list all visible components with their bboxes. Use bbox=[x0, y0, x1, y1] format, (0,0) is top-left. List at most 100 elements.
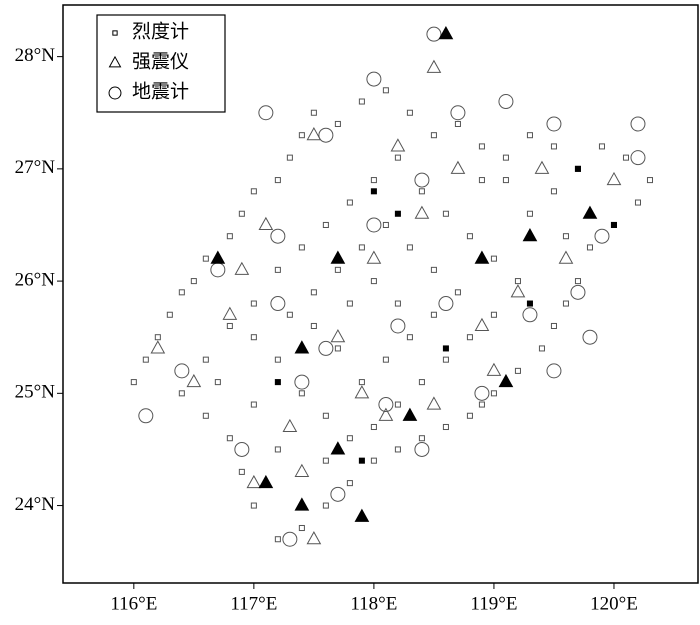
station-square bbox=[250, 502, 257, 509]
station-square bbox=[190, 278, 197, 285]
station-square bbox=[370, 278, 377, 285]
station-square bbox=[274, 536, 281, 543]
station-circle bbox=[174, 363, 190, 379]
station-triangle bbox=[186, 373, 202, 388]
station-square bbox=[466, 233, 473, 240]
station-square bbox=[346, 199, 353, 206]
station-square bbox=[418, 435, 425, 442]
station-square bbox=[454, 289, 461, 296]
station-circle bbox=[414, 172, 430, 188]
station-square bbox=[514, 367, 521, 374]
station-square bbox=[490, 255, 497, 262]
station-square bbox=[286, 311, 293, 318]
station-square bbox=[406, 109, 413, 116]
station-square bbox=[298, 132, 305, 139]
station-square bbox=[466, 334, 473, 341]
station-circle bbox=[270, 228, 286, 244]
station-square bbox=[442, 210, 449, 217]
station-square bbox=[178, 390, 185, 397]
station-square bbox=[442, 345, 449, 352]
station-triangle bbox=[366, 250, 382, 264]
station-square bbox=[574, 165, 581, 172]
station-circle bbox=[318, 340, 334, 356]
x-tick-label: 117°E bbox=[230, 593, 277, 614]
station-square bbox=[430, 311, 437, 318]
station-square bbox=[370, 188, 377, 195]
station-circle bbox=[234, 441, 250, 457]
legend-label: 强震仪 bbox=[132, 51, 189, 72]
station-square bbox=[250, 334, 257, 341]
station-square bbox=[622, 154, 629, 161]
station-triangle bbox=[150, 340, 166, 354]
station-square bbox=[178, 289, 185, 296]
station-circle bbox=[366, 217, 382, 233]
station-square bbox=[130, 379, 137, 386]
station-triangle bbox=[354, 508, 370, 522]
station-circle bbox=[258, 105, 274, 121]
station-square bbox=[166, 311, 173, 318]
station-square bbox=[382, 87, 389, 94]
station-square bbox=[298, 390, 305, 397]
station-circle bbox=[522, 307, 538, 323]
station-triangle bbox=[522, 228, 538, 242]
station-triangle bbox=[534, 160, 550, 174]
station-square bbox=[394, 154, 401, 161]
station-square bbox=[154, 334, 161, 341]
station-triangle bbox=[258, 474, 274, 489]
station-circle bbox=[594, 228, 610, 244]
station-triangle bbox=[582, 205, 598, 219]
station-square bbox=[358, 244, 365, 251]
station-square bbox=[226, 322, 233, 330]
station-circle bbox=[498, 94, 514, 110]
station-triangle bbox=[354, 385, 370, 399]
station-triangle bbox=[210, 250, 226, 264]
station-square bbox=[478, 401, 485, 408]
station-circle bbox=[630, 150, 646, 166]
station-triangle bbox=[450, 160, 466, 174]
legend-marker bbox=[112, 30, 118, 36]
station-circle bbox=[546, 363, 562, 379]
station-triangle bbox=[474, 250, 490, 264]
station-square bbox=[454, 120, 461, 127]
station-square bbox=[274, 379, 281, 386]
station-square bbox=[370, 423, 377, 431]
station-square bbox=[274, 446, 281, 453]
station-square bbox=[526, 210, 533, 217]
station-triangle bbox=[558, 250, 574, 264]
y-tick-label: 24°N bbox=[15, 494, 56, 515]
station-square bbox=[322, 502, 329, 509]
station-circle bbox=[138, 408, 154, 424]
x-tick-label: 118°E bbox=[350, 593, 397, 614]
station-square bbox=[322, 412, 329, 419]
station-square bbox=[346, 300, 353, 307]
station-triangle bbox=[330, 329, 346, 343]
station-square bbox=[394, 401, 401, 408]
station-square bbox=[202, 255, 209, 262]
station-circle bbox=[294, 374, 310, 390]
station-square bbox=[346, 480, 353, 487]
station-square bbox=[286, 154, 293, 161]
station-circle bbox=[438, 296, 454, 312]
station-square bbox=[310, 109, 317, 116]
station-square bbox=[550, 322, 557, 330]
station-square bbox=[370, 177, 377, 184]
station-square bbox=[250, 188, 257, 195]
station-square bbox=[466, 412, 473, 419]
station-square bbox=[142, 356, 149, 363]
station-circle bbox=[270, 296, 286, 312]
x-tick-label: 120°E bbox=[590, 593, 638, 614]
station-square bbox=[550, 188, 557, 195]
legend-marker bbox=[108, 55, 122, 68]
station-circle bbox=[366, 71, 382, 87]
station-square bbox=[202, 356, 209, 363]
station-square bbox=[226, 435, 233, 442]
station-square bbox=[562, 300, 569, 307]
station-square bbox=[370, 457, 377, 464]
station-square bbox=[574, 278, 581, 285]
station-triangle bbox=[234, 261, 250, 275]
station-triangle bbox=[510, 284, 526, 298]
station-triangle bbox=[606, 171, 622, 186]
station-square bbox=[610, 221, 617, 228]
station-triangle bbox=[426, 396, 442, 410]
station-square bbox=[322, 221, 329, 228]
